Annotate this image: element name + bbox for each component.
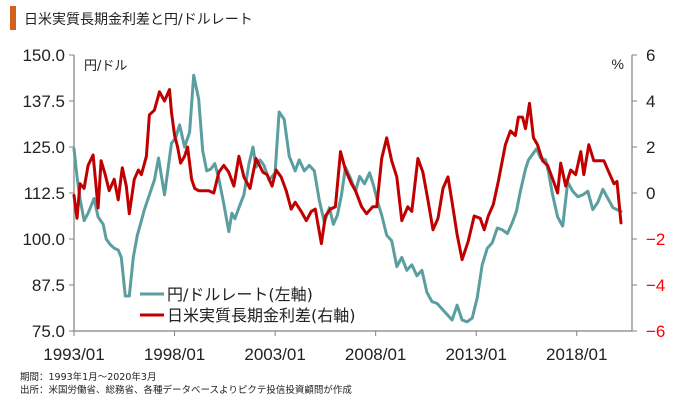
footnote-period: 期間：1993年1月～2020年3月	[20, 372, 157, 383]
real-rate-spread-line	[72, 88, 623, 262]
right-tick-label: −6	[646, 322, 665, 341]
legend: 円/ドルレート(左軸) 日米実質長期金利差(右軸)	[140, 285, 356, 325]
left-tick-label: 75.0	[32, 322, 65, 341]
x-tick-label: 2003/01	[244, 345, 305, 364]
x-tick-label: 1998/01	[144, 345, 205, 364]
left-tick-label: 137.5	[22, 92, 65, 111]
chart-title: 日米実質長期金利差と円/ドルレート	[24, 12, 253, 28]
right-tick-label: 4	[646, 92, 655, 111]
right-tick-label: 6	[646, 46, 655, 65]
legend-label: 日米実質長期金利差(右軸)	[167, 306, 356, 325]
left-tick-label: 100.0	[22, 230, 65, 249]
usdjpy-line	[72, 73, 623, 324]
right-tick-label: 2	[646, 138, 655, 157]
legend-label: 円/ドルレート(左軸)	[167, 285, 313, 304]
right-tick-label: −4	[646, 276, 665, 295]
left-tick-label: 87.5	[32, 276, 65, 295]
chart: 75.0 87.5 100.0 112.5 125.0 137.5 150.0 −6 −4 −2 0…	[22, 46, 665, 364]
left-axis-label: 円/ドル	[84, 59, 127, 74]
x-tick-label: 2013/01	[445, 345, 506, 364]
x-tick-label: 2008/01	[345, 345, 406, 364]
series-lines	[72, 73, 623, 324]
right-axis-label: %	[612, 56, 624, 72]
title-accent-bar	[10, 6, 16, 30]
left-tick-label: 125.0	[22, 138, 65, 157]
footnote-source: 出所：米国労働省、総務省、各種データベースよりピクテ投信投資顧問が作成	[20, 385, 352, 396]
left-tick-label: 112.5	[24, 184, 65, 203]
x-tick-label: 1993/01	[43, 345, 104, 364]
axes: 75.0 87.5 100.0 112.5 125.0 137.5 150.0 −6 −4 −2 0…	[22, 46, 665, 364]
x-tick-label: 2018/01	[546, 345, 607, 364]
right-tick-label: −2	[646, 230, 665, 249]
left-tick-label: 150.0	[22, 46, 65, 65]
right-tick-label: 0	[646, 184, 655, 203]
